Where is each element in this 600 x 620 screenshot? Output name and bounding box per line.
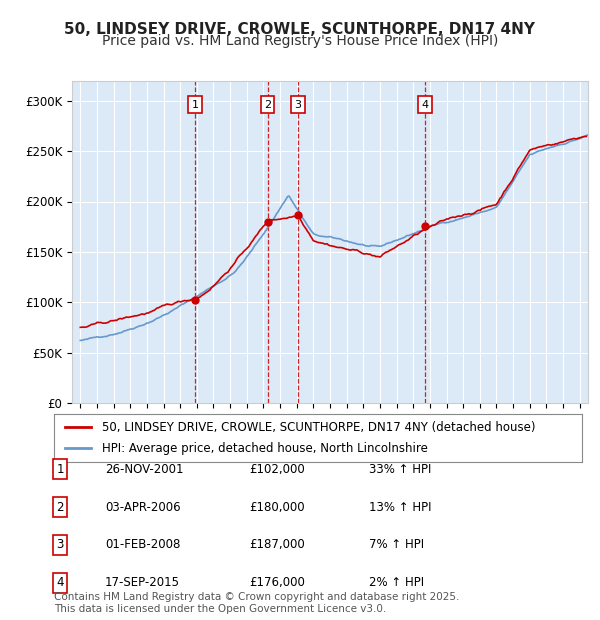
- Text: £180,000: £180,000: [249, 501, 305, 513]
- Text: Contains HM Land Registry data © Crown copyright and database right 2025.
This d: Contains HM Land Registry data © Crown c…: [54, 592, 460, 614]
- Text: 26-NOV-2001: 26-NOV-2001: [105, 463, 184, 476]
- Text: 13% ↑ HPI: 13% ↑ HPI: [369, 501, 431, 513]
- Text: 1: 1: [56, 463, 64, 476]
- Text: 17-SEP-2015: 17-SEP-2015: [105, 577, 180, 589]
- Text: £187,000: £187,000: [249, 539, 305, 551]
- Text: 01-FEB-2008: 01-FEB-2008: [105, 539, 181, 551]
- Text: 50, LINDSEY DRIVE, CROWLE, SCUNTHORPE, DN17 4NY: 50, LINDSEY DRIVE, CROWLE, SCUNTHORPE, D…: [65, 22, 536, 37]
- Text: 33% ↑ HPI: 33% ↑ HPI: [369, 463, 431, 476]
- Text: 03-APR-2006: 03-APR-2006: [105, 501, 181, 513]
- Text: Price paid vs. HM Land Registry's House Price Index (HPI): Price paid vs. HM Land Registry's House …: [102, 34, 498, 48]
- Text: 2: 2: [264, 100, 271, 110]
- Text: 2: 2: [56, 501, 64, 513]
- Text: 4: 4: [421, 100, 428, 110]
- Text: £102,000: £102,000: [249, 463, 305, 476]
- Text: 50, LINDSEY DRIVE, CROWLE, SCUNTHORPE, DN17 4NY (detached house): 50, LINDSEY DRIVE, CROWLE, SCUNTHORPE, D…: [101, 420, 535, 433]
- Text: £176,000: £176,000: [249, 577, 305, 589]
- Text: 3: 3: [295, 100, 302, 110]
- Text: 7% ↑ HPI: 7% ↑ HPI: [369, 539, 424, 551]
- Text: 1: 1: [191, 100, 199, 110]
- Text: 3: 3: [56, 539, 64, 551]
- Text: 4: 4: [56, 577, 64, 589]
- Text: HPI: Average price, detached house, North Lincolnshire: HPI: Average price, detached house, Nort…: [101, 442, 427, 455]
- Text: 2% ↑ HPI: 2% ↑ HPI: [369, 577, 424, 589]
